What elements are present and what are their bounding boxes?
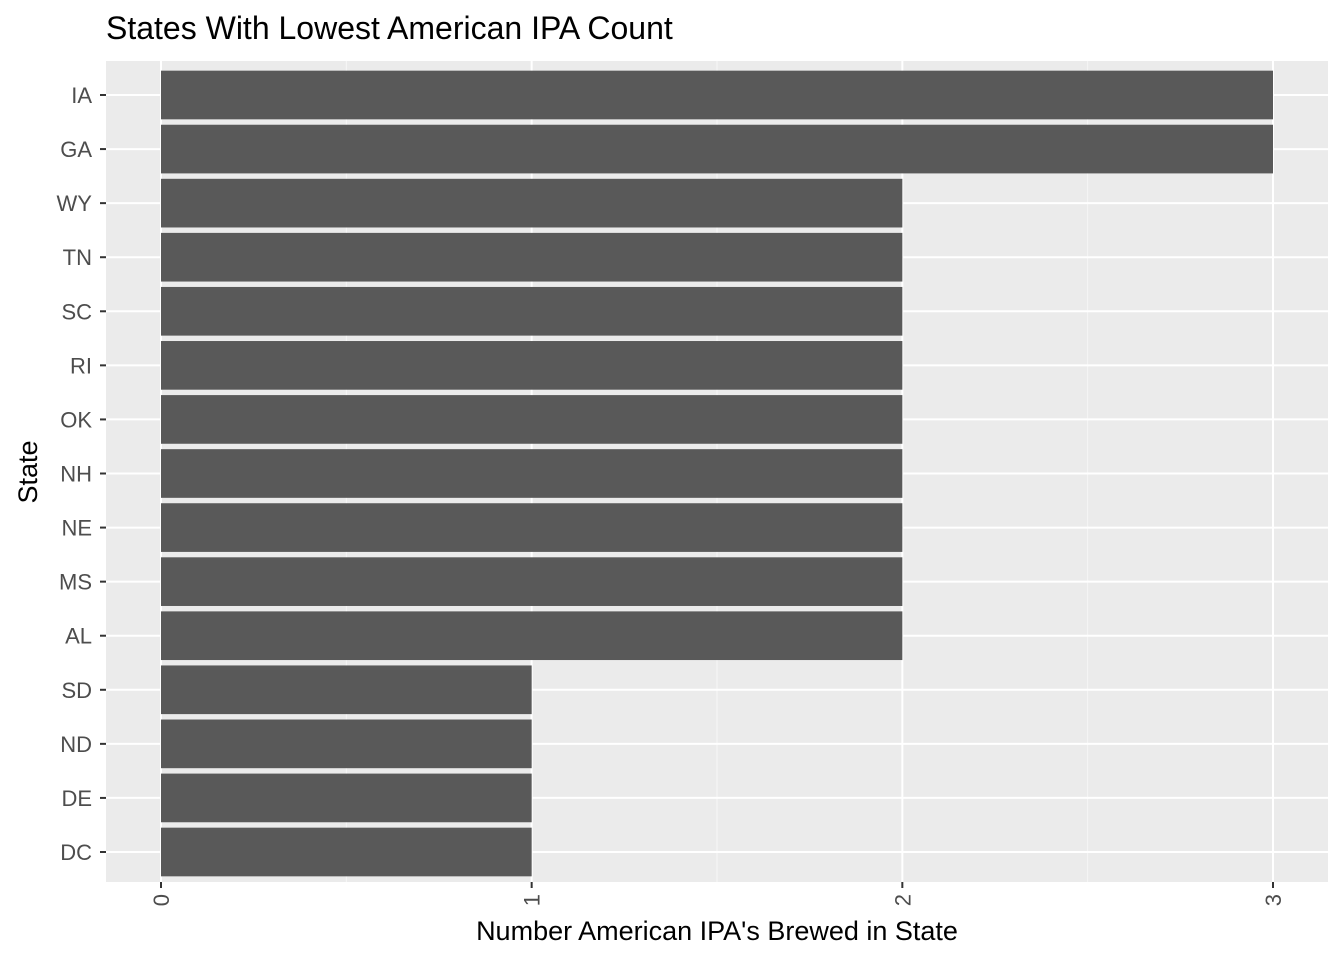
y-tick-label: RI [70, 353, 92, 378]
x-axis: 0 1 2 3 [149, 882, 1286, 906]
bar-tn [161, 232, 903, 282]
bar-sd [161, 665, 532, 715]
y-tick-label: TN [63, 245, 92, 270]
x-tick-label: 2 [890, 894, 915, 906]
y-tick-label: MS [59, 570, 92, 595]
chart-title: States With Lowest American IPA Count [106, 10, 673, 46]
bar-sc [161, 286, 903, 336]
x-tick-label: 1 [520, 894, 545, 906]
bars [161, 70, 1273, 877]
bar-nh [161, 449, 903, 498]
bar-de [161, 773, 532, 823]
y-tick-label: NE [61, 516, 92, 541]
y-tick-label: AL [65, 624, 92, 649]
y-tick-label: GA [60, 137, 92, 162]
y-tick-label: NH [60, 462, 92, 487]
bar-ia [161, 70, 1273, 120]
y-tick-label: SD [61, 678, 92, 703]
y-tick-label: SC [61, 299, 92, 324]
y-tick-label: OK [60, 407, 92, 432]
y-axis-title: State [13, 440, 43, 503]
bar-nd [161, 719, 532, 769]
y-tick-label: IA [71, 83, 92, 108]
y-axis: IA GA WY TN SC RI OK NH NE MS AL SD ND DE DC [57, 83, 106, 865]
bar-wy [161, 178, 903, 228]
y-tick-label: ND [60, 732, 92, 757]
x-tick-label: 0 [149, 894, 174, 906]
x-tick-label: 3 [1261, 894, 1286, 906]
y-tick-label: WY [57, 191, 93, 216]
bar-ga [161, 124, 1273, 174]
bar-dc [161, 827, 532, 877]
bar-ri [161, 341, 903, 390]
y-tick-label: DC [60, 840, 92, 865]
bar-ne [161, 503, 903, 552]
bar-ms [161, 557, 903, 606]
y-tick-label: DE [61, 786, 92, 811]
bar-al [161, 611, 903, 661]
bar-ok [161, 395, 903, 444]
x-axis-title: Number American IPA's Brewed in State [476, 916, 958, 946]
